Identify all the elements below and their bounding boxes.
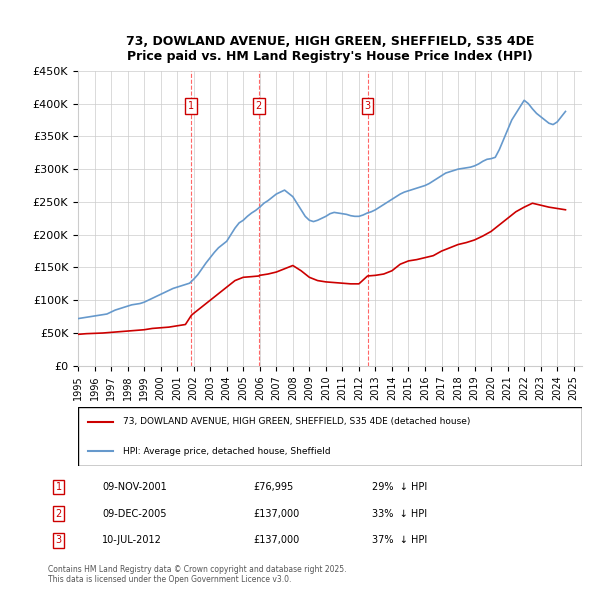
Text: Contains HM Land Registry data © Crown copyright and database right 2025.
This d: Contains HM Land Registry data © Crown c… bbox=[48, 565, 347, 584]
Text: 2: 2 bbox=[256, 101, 262, 111]
FancyBboxPatch shape bbox=[78, 407, 582, 466]
Text: HPI: Average price, detached house, Sheffield: HPI: Average price, detached house, Shef… bbox=[124, 447, 331, 456]
Text: £137,000: £137,000 bbox=[253, 535, 299, 545]
Text: 37%  ↓ HPI: 37% ↓ HPI bbox=[372, 535, 427, 545]
Text: 1: 1 bbox=[188, 101, 194, 111]
Text: £76,995: £76,995 bbox=[253, 482, 293, 492]
Text: 3: 3 bbox=[56, 535, 62, 545]
Text: 73, DOWLAND AVENUE, HIGH GREEN, SHEFFIELD, S35 4DE (detached house): 73, DOWLAND AVENUE, HIGH GREEN, SHEFFIEL… bbox=[124, 417, 471, 427]
Text: 1: 1 bbox=[56, 482, 62, 492]
Text: £137,000: £137,000 bbox=[253, 509, 299, 519]
Text: 29%  ↓ HPI: 29% ↓ HPI bbox=[372, 482, 427, 492]
Title: 73, DOWLAND AVENUE, HIGH GREEN, SHEFFIELD, S35 4DE
Price paid vs. HM Land Regist: 73, DOWLAND AVENUE, HIGH GREEN, SHEFFIEL… bbox=[126, 35, 534, 63]
Text: 10-JUL-2012: 10-JUL-2012 bbox=[102, 535, 162, 545]
Text: 2: 2 bbox=[56, 509, 62, 519]
Text: 09-DEC-2005: 09-DEC-2005 bbox=[102, 509, 167, 519]
Text: 33%  ↓ HPI: 33% ↓ HPI bbox=[372, 509, 427, 519]
Text: 09-NOV-2001: 09-NOV-2001 bbox=[102, 482, 167, 492]
Text: 3: 3 bbox=[364, 101, 371, 111]
